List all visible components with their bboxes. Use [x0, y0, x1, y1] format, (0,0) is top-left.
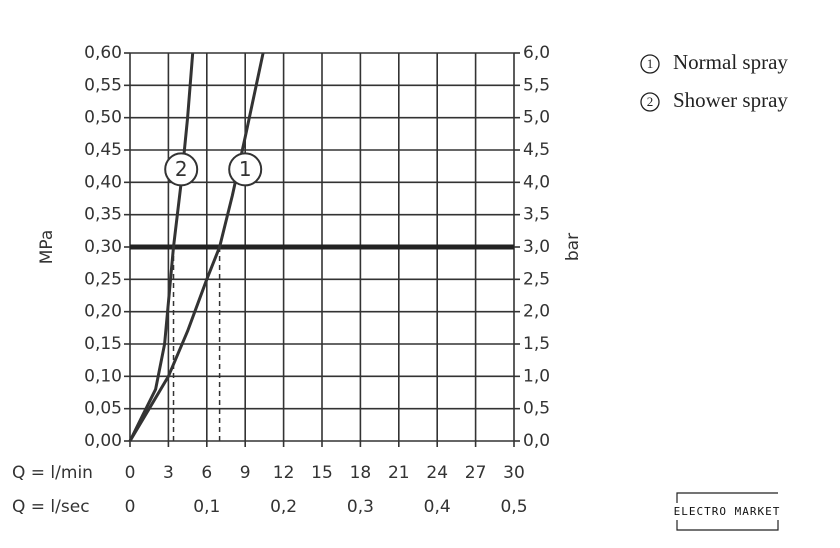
legend-marker-label: 2 — [647, 94, 654, 109]
x2-axis-label: Q = l/sec — [12, 497, 90, 517]
y-tick-label: 0,10 — [84, 366, 122, 386]
curve-label-circle — [228, 152, 263, 187]
x2-tick-label: 0,3 — [347, 497, 374, 517]
y2-tick-label: 3,5 — [523, 205, 550, 225]
x-tick-label: 24 — [426, 463, 448, 483]
series-line — [128, 52, 195, 442]
y2-tick-label: 0,0 — [523, 431, 550, 451]
y2-tick-label: 0,5 — [523, 399, 550, 419]
y-tick-label: 0,20 — [84, 302, 122, 322]
x-tick-label: 12 — [273, 463, 295, 483]
y-tick-label: 0,35 — [84, 205, 122, 225]
y-tick-label: 0,25 — [84, 269, 122, 289]
legend: 1 Normal spray 2 Shower spray — [640, 50, 788, 112]
y2-tick-label: 5,0 — [523, 108, 550, 128]
y-tick-label: 0,40 — [84, 172, 122, 192]
y2-axis-label: bar — [563, 233, 583, 261]
x2-tick-label: 0,2 — [270, 497, 297, 517]
y2-tick-label: 4,5 — [523, 140, 550, 160]
legend-marker — [640, 92, 660, 112]
x-tick-label: 30 — [503, 463, 525, 483]
legend-marker — [640, 54, 660, 74]
x-tick-label: 21 — [388, 463, 410, 483]
x-tick-label: 15 — [311, 463, 333, 483]
y-tick-label: 0,50 — [84, 108, 122, 128]
curve-label: 2 — [175, 157, 188, 181]
x-tick-label: 3 — [163, 463, 174, 483]
y-tick-label: 0,15 — [84, 334, 122, 354]
y2-tick-label: 1,5 — [523, 334, 550, 354]
y-tick-label: 0,45 — [84, 140, 122, 160]
y-tick-label: 0,00 — [84, 431, 122, 451]
x-tick-label: 0 — [125, 463, 136, 483]
legend-label: Normal spray — [673, 50, 788, 74]
y2-tick-label: 4,0 — [523, 172, 550, 192]
x-tick-label: 6 — [201, 463, 212, 483]
y-tick-label: 0,05 — [84, 399, 122, 419]
y2-tick-label: 1,0 — [523, 366, 550, 386]
legend-label: Shower spray — [673, 88, 788, 112]
x-axis-label: Q = l/min — [12, 463, 93, 483]
y2-tick-label: 5,5 — [523, 75, 550, 95]
x2-tick-label: 0,4 — [424, 497, 451, 517]
y-tick-label: 0,60 — [84, 43, 122, 63]
x-tick-label: 18 — [350, 463, 372, 483]
watermark-frame — [676, 492, 779, 531]
y-tick-label: 0,30 — [84, 237, 122, 257]
watermark: ELECTRO MARKET — [674, 505, 781, 518]
x2-tick-label: 0 — [125, 497, 136, 517]
y2-tick-label: 2,5 — [523, 269, 550, 289]
y-tick-label: 0,55 — [84, 75, 122, 95]
curve-label: 1 — [239, 157, 252, 181]
x-tick-label: 27 — [465, 463, 487, 483]
y2-tick-label: 6,0 — [523, 43, 550, 63]
y2-tick-label: 3,0 — [523, 237, 550, 257]
y2-tick-label: 2,0 — [523, 302, 550, 322]
legend-marker-label: 1 — [647, 56, 654, 71]
y-axis-label: MPa — [37, 230, 57, 265]
curve-label-circle — [164, 152, 199, 187]
x2-tick-label: 0,5 — [500, 497, 527, 517]
x-tick-label: 9 — [240, 463, 251, 483]
x2-tick-label: 0,1 — [193, 497, 220, 517]
